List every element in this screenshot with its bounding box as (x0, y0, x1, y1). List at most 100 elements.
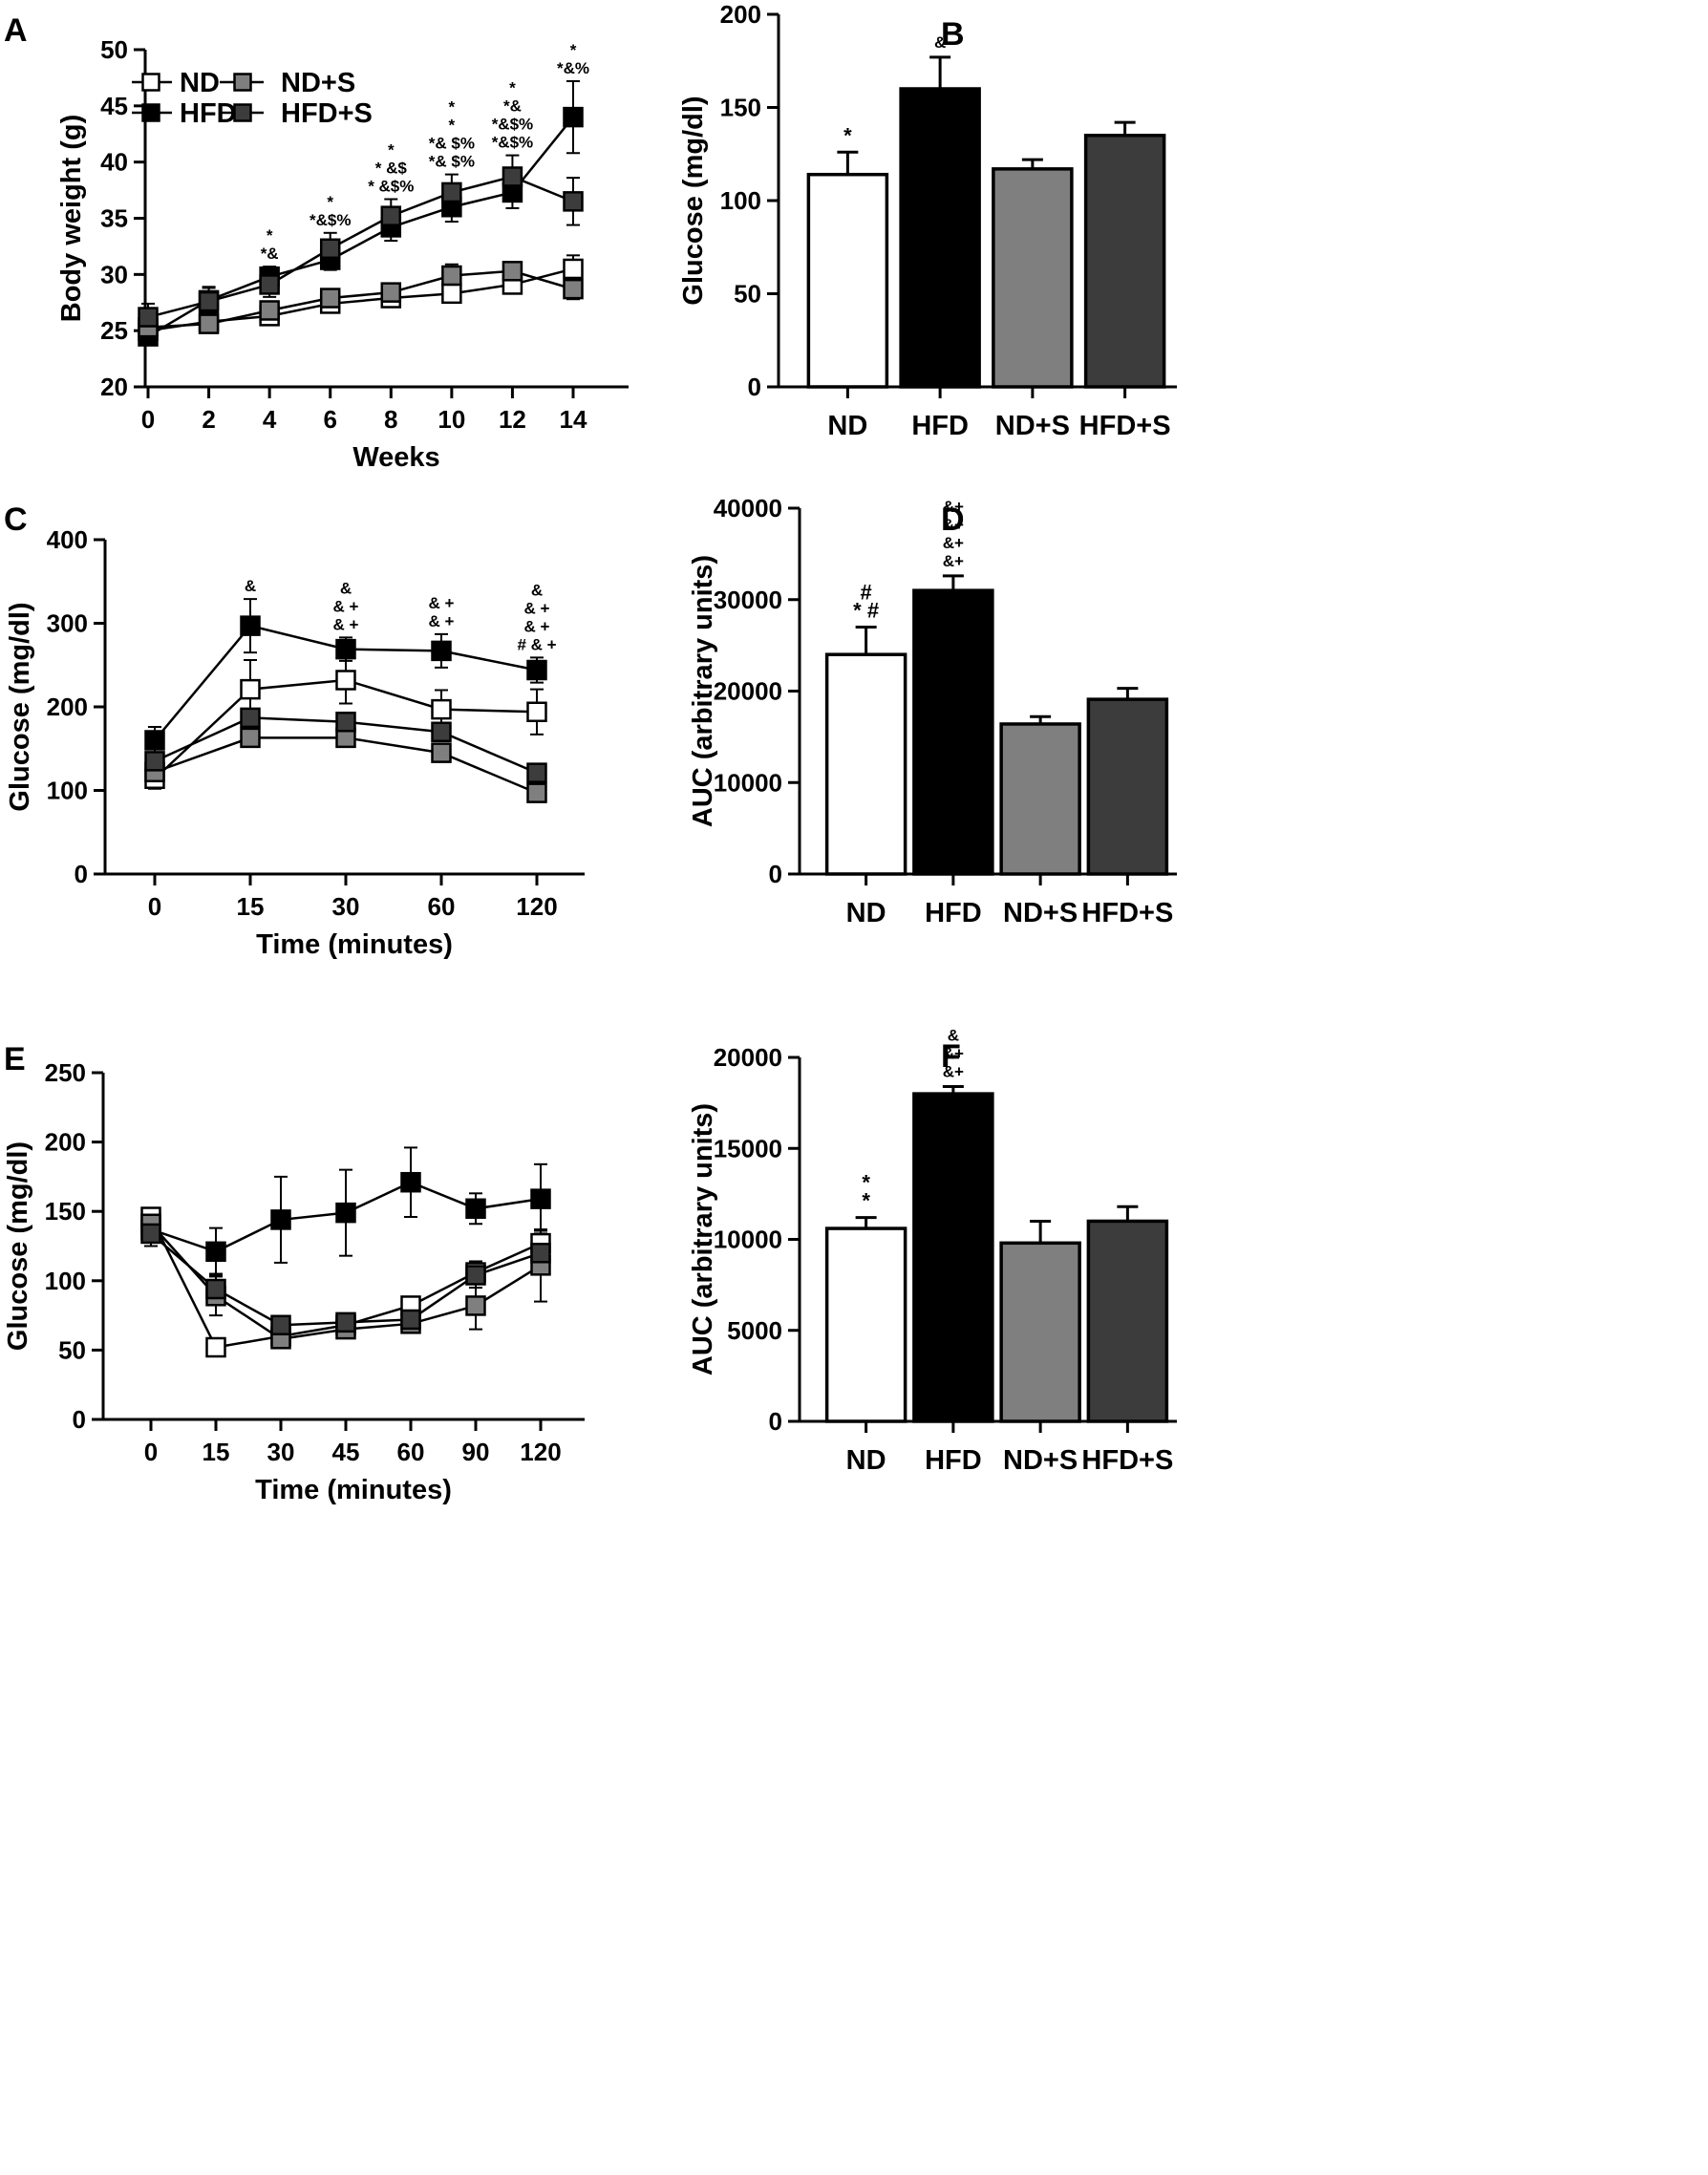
significance-label: * (267, 226, 273, 245)
significance-label: & (340, 579, 352, 597)
data-point (319, 238, 341, 260)
significance-label: &+ (943, 1062, 964, 1080)
y-tick-label: 300 (47, 609, 88, 638)
data-point (240, 707, 261, 729)
x-tick-label: 120 (516, 892, 557, 921)
panel-a: 20 25 30 35 40 45 50 Body weight (g) A 0 2 4 6 8 10 12 1… (4, 12, 629, 473)
data-point (441, 181, 462, 203)
bar-nd-plus-s (999, 1241, 1081, 1423)
data-point (465, 1295, 486, 1316)
x-tick-label: ND+S (1003, 1445, 1078, 1476)
data-point (526, 782, 547, 803)
significance-label: & + (333, 597, 359, 615)
data-point (240, 727, 261, 749)
x-tick-label: ND (827, 411, 867, 441)
y-tick-label: 100 (720, 186, 761, 215)
significance-label: * (862, 1171, 870, 1195)
significance-label: # (861, 580, 872, 604)
data-point (205, 1336, 226, 1358)
y-tick-label: 0 (769, 860, 782, 888)
y-tick-label: 0 (748, 373, 761, 401)
bar-nd-plus-s (992, 167, 1074, 389)
data-point (259, 300, 280, 321)
data-point (431, 742, 452, 763)
data-point (431, 698, 452, 720)
y-tick-label: 400 (47, 525, 88, 554)
data-point (400, 1171, 421, 1193)
significance-label: &+ (943, 498, 964, 516)
significance-label: # & + (517, 635, 556, 653)
data-point (198, 313, 220, 334)
data-point (144, 730, 165, 751)
data-point (563, 106, 584, 128)
significance-label: *& $% (429, 135, 475, 153)
significance-label: * (449, 117, 456, 135)
y-tick-label: 50 (100, 35, 128, 64)
x-tick-label: 120 (520, 1438, 561, 1466)
bar-nd (824, 1226, 907, 1423)
data-point (270, 1314, 291, 1336)
significance-label: & (531, 581, 543, 599)
bar-hfd (912, 588, 994, 876)
panel-f: 0 5000 10000 15000 20000 AUC (arbitrary units… (688, 1026, 1177, 1476)
data-point (431, 721, 452, 742)
y-tick-label: 200 (45, 1128, 86, 1157)
data-point (380, 205, 402, 226)
data-point (140, 1223, 161, 1245)
significance-label: *& $% (429, 153, 475, 171)
bar-nd (806, 172, 889, 389)
legend-label: ND+S (281, 68, 355, 98)
x-tick-label: 30 (332, 892, 360, 921)
data-point (400, 1309, 421, 1331)
y-tick-label: 200 (47, 693, 88, 721)
significance-label: & (245, 577, 256, 595)
significance-label: *& (261, 245, 279, 263)
y-tick-label: 0 (769, 1407, 782, 1436)
significance-label: & (934, 33, 946, 52)
y-tick-label: 30 (100, 260, 128, 288)
y-tick-label: 150 (720, 94, 761, 122)
significance-label: & + (333, 615, 359, 633)
x-tick-label: 90 (462, 1438, 490, 1466)
bar-nd (824, 652, 907, 876)
significance-label: & (948, 1026, 959, 1044)
data-point (335, 638, 356, 660)
bar-hfd (899, 87, 981, 389)
x-tick-label: 30 (267, 1438, 295, 1466)
y-tick-label: 15000 (714, 1134, 782, 1162)
panel-letter: D (941, 501, 965, 538)
data-point (465, 1265, 486, 1286)
y-axis-label: Glucose (mg/dl) (3, 1141, 33, 1351)
data-point (380, 282, 402, 303)
data-point (563, 191, 584, 212)
data-point (240, 615, 261, 636)
significance-label: & + (524, 599, 550, 617)
data-point (335, 1202, 356, 1224)
significance-label: &+ (943, 534, 964, 552)
data-point (259, 274, 280, 295)
data-point (563, 278, 584, 300)
panel-b: 0 50 100 150 200 Glucose (mg/dl) B ND * HFD & ND+S H… (678, 0, 1177, 441)
data-point (502, 166, 523, 187)
data-point (205, 1241, 226, 1263)
y-tick-label: 50 (58, 1335, 86, 1364)
significance-label: *& (503, 97, 522, 116)
legend-item-nd-plus-s: ND+S (220, 68, 355, 98)
y-axis-label: AUC (arbitrary units) (688, 1103, 718, 1375)
x-tick-label: HFD (911, 411, 969, 441)
bar-hfd-plus-s (1086, 1219, 1169, 1423)
y-tick-label: 100 (47, 777, 88, 805)
y-tick-label: 45 (100, 92, 128, 120)
x-tick-label: ND (846, 1445, 886, 1476)
bar-hfd-plus-s (1086, 697, 1169, 876)
y-tick-label: 250 (45, 1058, 86, 1087)
y-tick-label: 30000 (714, 586, 782, 614)
significance-label: * (449, 98, 456, 117)
legend-marker (233, 103, 252, 122)
x-axis-label: Time (minutes) (255, 1475, 452, 1505)
data-point (526, 659, 547, 681)
x-tick-label: 0 (144, 1438, 158, 1466)
x-tick-label: 12 (499, 405, 526, 434)
legend-label: HFD+S (281, 98, 373, 129)
x-tick-label: 10 (438, 405, 465, 434)
